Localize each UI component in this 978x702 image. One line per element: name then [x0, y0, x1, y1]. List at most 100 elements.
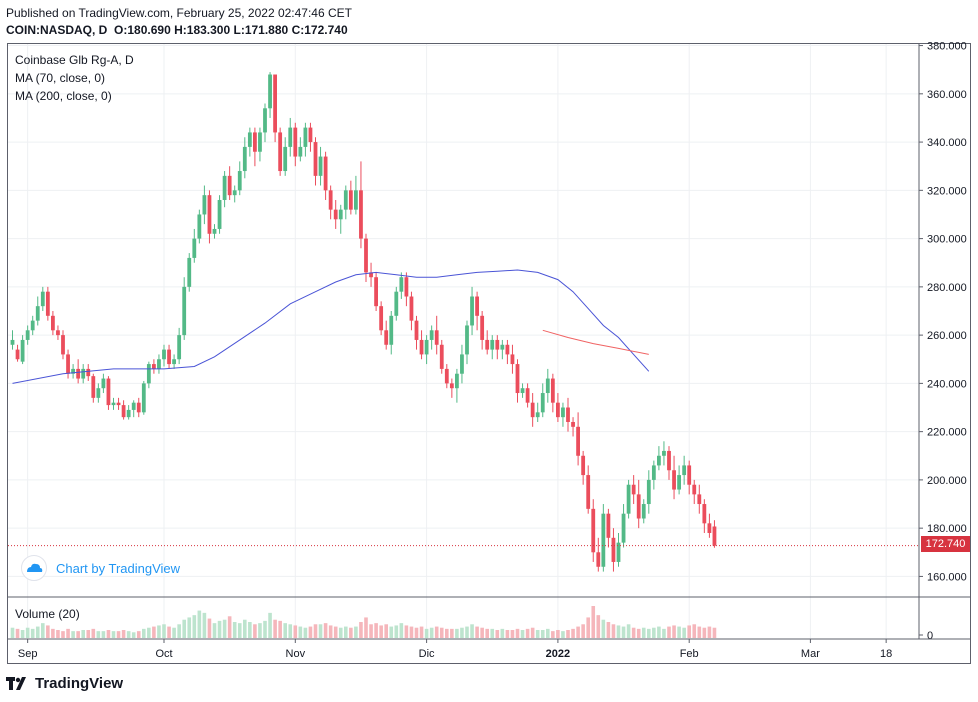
cloud-logo-icon [21, 555, 47, 581]
candle-body [232, 190, 237, 196]
candle-body [596, 552, 601, 567]
volume-bar [116, 631, 121, 638]
volume-bar [232, 622, 237, 638]
volume-bar [652, 627, 656, 638]
volume-bar [626, 624, 631, 638]
volume-bar [596, 615, 601, 638]
volume-bar [71, 631, 75, 638]
y-tick-label: 360.000 [927, 89, 967, 101]
volume-bar [505, 630, 510, 638]
candle-body [707, 523, 712, 533]
volume-bar [500, 628, 505, 638]
candle-body [394, 291, 399, 316]
candle-body [404, 277, 409, 297]
candle-body [91, 376, 96, 398]
candle-body [20, 339, 25, 362]
volume-bar [712, 627, 717, 638]
candle-body [586, 475, 591, 509]
candle-body [414, 320, 419, 340]
candle-body [455, 373, 459, 389]
y-tick-label: 380.000 [927, 41, 967, 53]
volume-bar [556, 630, 560, 638]
candle-body [444, 368, 449, 384]
candle-body [702, 504, 707, 524]
candle-body [424, 339, 429, 355]
candle-body [399, 277, 404, 292]
volume-bar [318, 624, 323, 638]
candle-body [25, 330, 30, 340]
volume-bar [641, 627, 646, 638]
legend-ma70[interactable]: MA (70, close, 0) [15, 71, 106, 85]
candle-body [157, 359, 161, 369]
volume-bar [682, 627, 686, 638]
y-tick-label: 280.000 [927, 282, 967, 294]
candle-body [343, 190, 348, 210]
candle-body [227, 175, 232, 196]
candle-body [298, 146, 303, 157]
volume-bar [414, 627, 419, 638]
x-tick-label: 2022 [546, 648, 570, 660]
candle-body [389, 315, 394, 345]
volume-bar [540, 630, 545, 638]
volume-bars [10, 606, 717, 638]
volume-bar [450, 628, 454, 638]
volume-bar [354, 626, 358, 638]
volume-bar [293, 625, 298, 638]
volume-bar [667, 626, 671, 638]
volume-bar [61, 631, 65, 638]
candle-body [687, 465, 692, 485]
candle-body [374, 277, 378, 307]
volume-bar [344, 626, 348, 638]
volume-bar [101, 631, 106, 638]
candle-body [505, 344, 510, 355]
volume-bar [566, 630, 570, 638]
volume-bar [662, 628, 666, 638]
volume-bar [157, 625, 161, 638]
candle-body [197, 214, 202, 239]
volume-bar [147, 627, 151, 638]
volume-bar [86, 630, 91, 638]
candle-body [66, 354, 70, 374]
candle-body [268, 74, 272, 109]
chart-by-tradingview[interactable]: Chart by TradingView [20, 555, 180, 581]
candle-body [45, 291, 50, 316]
volume-bar [106, 630, 111, 638]
volume-bar [15, 628, 20, 638]
volume-bar [278, 620, 282, 638]
candle-body [419, 339, 424, 355]
volume-bar [606, 622, 611, 638]
tradingview-brand[interactable]: TradingView [6, 675, 123, 692]
high-key: H: [174, 23, 187, 37]
candle-body [470, 296, 474, 326]
candle-body [207, 195, 212, 234]
volume-bar [404, 625, 409, 638]
legend-ma200[interactable]: MA (200, close, 0) [15, 89, 112, 103]
candle-body [30, 320, 35, 331]
chart-frame [7, 43, 971, 664]
candle-body [662, 450, 666, 456]
volume-bar [510, 630, 515, 638]
candle-body [475, 296, 479, 316]
candle-body [354, 190, 358, 210]
volume-bar [187, 617, 192, 638]
x-tick-label: Mar [801, 648, 820, 660]
volume-legend[interactable]: Volume (20) [15, 607, 80, 621]
volume-bar [399, 623, 404, 638]
volume-bar [530, 627, 535, 638]
candle-body [359, 190, 363, 239]
volume-bar [384, 624, 388, 638]
volume-bar [546, 628, 550, 638]
tradingview-logo-icon [6, 676, 26, 690]
volume-bar [298, 626, 303, 638]
volume-bar [121, 630, 126, 638]
volume-bar [263, 620, 267, 638]
volume-bar [364, 617, 368, 638]
candle-body [641, 504, 646, 519]
candle-body [465, 325, 469, 355]
candle-body [303, 127, 308, 147]
candle-body [288, 127, 293, 147]
x-tick-label: Feb [680, 648, 699, 660]
volume-bar [647, 628, 651, 638]
y-tick-label: 320.000 [927, 185, 967, 197]
